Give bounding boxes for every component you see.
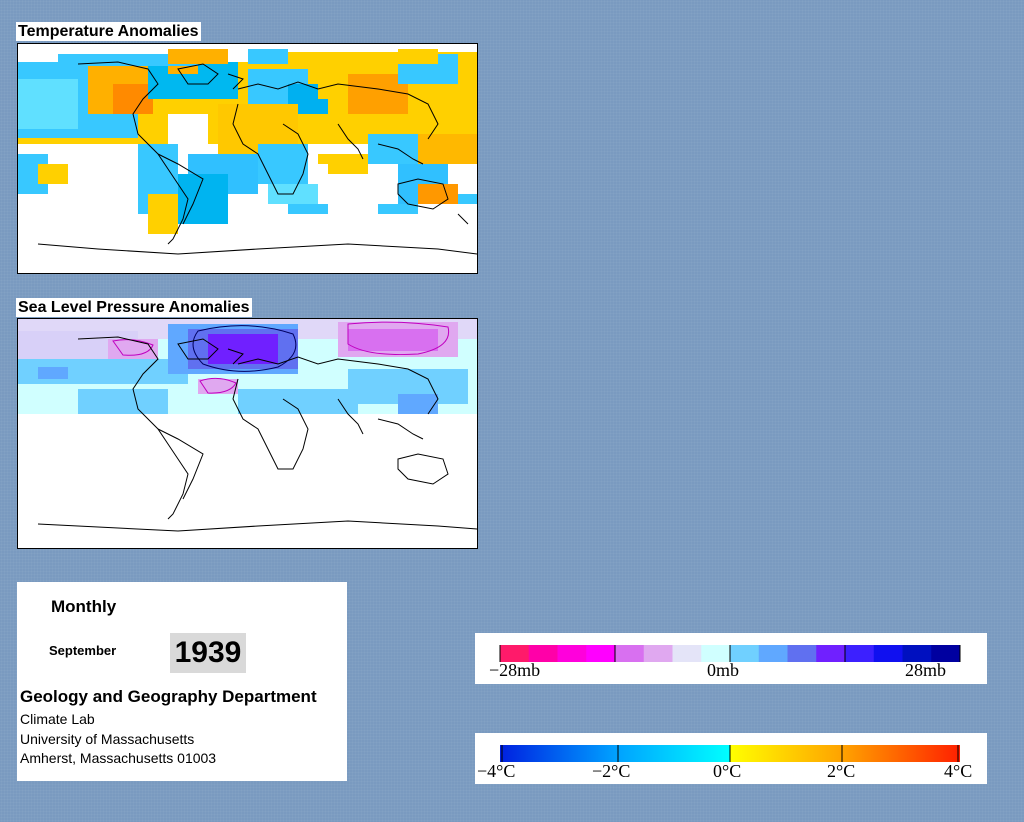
temperature-anomaly-field: [18, 44, 477, 273]
address-line-lab: Climate Lab: [20, 711, 95, 727]
temperature-legend-zero: 0°C: [713, 761, 742, 781]
temperature-cold-band: [500, 745, 730, 762]
period-type-label: Monthly: [51, 597, 117, 616]
pressure-swatch: [701, 645, 731, 662]
pressure-swatch: [528, 645, 558, 662]
coastlines: [37, 336, 477, 532]
pressure-color-legend: −28mb 0mb 28mb: [475, 633, 987, 684]
pressure-legend-max: 28mb: [905, 660, 947, 680]
coastlines: [37, 61, 477, 255]
department-name: Geology and Geography Department: [20, 687, 317, 706]
pressure-legend-min: −28mb: [489, 660, 541, 680]
pressure-swatch: [672, 645, 702, 662]
pressure-swatch: [787, 645, 817, 662]
pressure-anomaly-map: [17, 318, 478, 549]
temperature-warm-band: [730, 745, 960, 762]
pressure-anomaly-field: [18, 319, 477, 548]
temperature-legend-plus4: 4°C: [944, 761, 973, 781]
temperature-color-legend: −4°C −2°C 0°C 2°C 4°C: [475, 733, 987, 784]
address-line-city: Amherst, Massachusetts 01003: [20, 750, 217, 766]
pressure-legend-zero: 0mb: [707, 660, 740, 680]
pressure-swatch: [758, 645, 788, 662]
address-line-university: University of Massachusetts: [20, 731, 195, 747]
year-display: 1939: [170, 633, 246, 673]
pressure-swatch: [730, 645, 760, 662]
pressure-swatch: [845, 645, 875, 662]
pressure-contours: [112, 321, 450, 394]
pressure-swatch: [816, 645, 846, 662]
pressure-swatch: [902, 645, 932, 662]
temperature-legend-minus4: −4°C: [477, 761, 516, 781]
pressure-swatch: [557, 645, 587, 662]
pressure-swatch: [586, 645, 616, 662]
temperature-map-title: Temperature Anomalies: [16, 22, 201, 41]
info-panel: Monthly September 1939 Geology and Geogr…: [17, 582, 347, 781]
temperature-legend-minus2: −2°C: [592, 761, 631, 781]
pressure-swatch: [643, 645, 673, 662]
pressure-swatch: [873, 645, 903, 662]
pressure-swatch: [615, 645, 645, 662]
temperature-legend-plus2: 2°C: [827, 761, 856, 781]
month-label: September: [49, 643, 117, 658]
pressure-colorbar: [499, 645, 961, 662]
temperature-colorbar: [500, 745, 960, 762]
pressure-swatch: [500, 645, 530, 662]
pressure-map-title: Sea Level Pressure Anomalies: [16, 298, 252, 317]
pressure-swatch: [931, 645, 961, 662]
temperature-anomaly-map: [17, 43, 478, 274]
